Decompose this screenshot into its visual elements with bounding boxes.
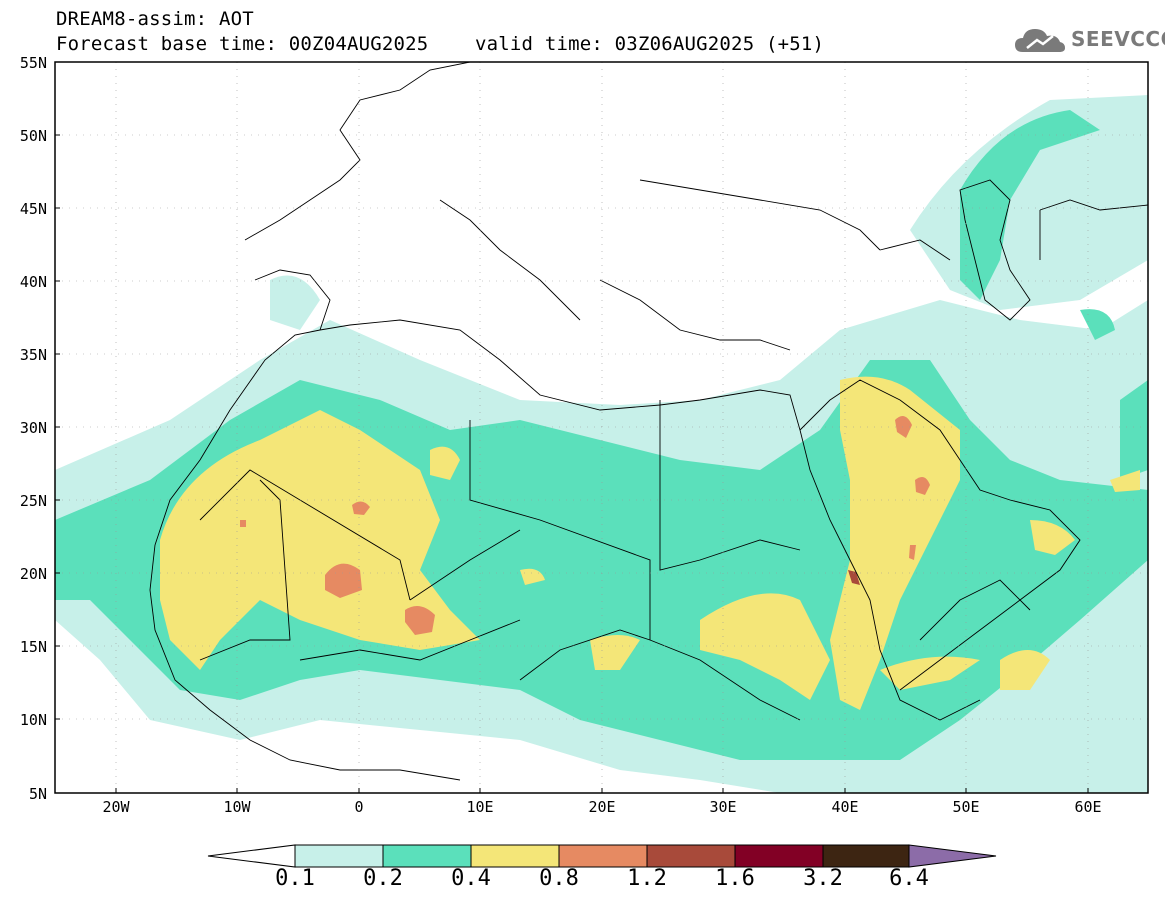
lon-label: 20W <box>102 798 130 816</box>
colorbar-swatch <box>470 844 560 868</box>
colorbar-swatch <box>558 844 648 868</box>
title-line-1: DREAM8-assim: AOT <box>56 8 254 30</box>
lon-label: 10E <box>466 798 493 816</box>
lat-label: 5N <box>29 785 47 803</box>
colorbar <box>207 844 997 868</box>
caspian-coast <box>959 179 1031 321</box>
aot-band-orange <box>325 563 362 598</box>
colorbar-swatch <box>734 844 824 868</box>
title-line-2: Forecast base time: 00Z04AUG2025 valid t… <box>56 33 825 55</box>
colorbar-label: 0.1 <box>275 866 315 891</box>
seevccc-logo: SEEVCCC <box>1013 22 1165 58</box>
lon-label: 40E <box>831 798 858 816</box>
lon-label: 30E <box>709 798 736 816</box>
colorbar-label: 6.4 <box>889 866 929 891</box>
lat-label: 35N <box>20 346 47 364</box>
cloud-icon <box>1015 29 1065 52</box>
grid-lines <box>55 62 1148 793</box>
colorbar-label: 1.6 <box>715 866 755 891</box>
lon-label: 0 <box>354 798 363 816</box>
colorbar-label: 0.2 <box>363 866 403 891</box>
colorbar-label: 1.2 <box>627 866 667 891</box>
lon-label: 60E <box>1074 798 1101 816</box>
colorbar-label: 3.2 <box>803 866 843 891</box>
logo-text: SEEVCCC <box>1071 27 1165 51</box>
arabia-coast <box>799 379 1081 691</box>
coastlines <box>149 62 1148 781</box>
lat-label: 50N <box>20 127 47 145</box>
colorbar-swatch <box>822 844 910 868</box>
colorbar-swatch <box>294 844 384 868</box>
aot-field <box>55 95 1148 793</box>
lon-label: 10W <box>223 798 251 816</box>
colorbar-high-arrow <box>908 844 997 868</box>
latitude-labels: 55N 50N 45N 40N 35N 30N 25N 20N 15N 10N … <box>20 54 47 803</box>
lat-label: 15N <box>20 638 47 656</box>
colorbar-label: 0.4 <box>451 866 491 891</box>
lat-label: 45N <box>20 200 47 218</box>
africa-coast <box>154 319 981 721</box>
lat-label: 20N <box>20 565 47 583</box>
aot-band-yellow <box>160 410 480 670</box>
lat-label: 40N <box>20 273 47 291</box>
lon-label: 50E <box>952 798 979 816</box>
europe-coast <box>244 62 471 241</box>
colorbar-label: 0.8 <box>539 866 579 891</box>
lat-label: 55N <box>20 54 47 72</box>
colorbar-low-arrow <box>207 844 296 868</box>
axis-ticks <box>55 61 1089 793</box>
colorbar-swatch <box>646 844 736 868</box>
lat-label: 30N <box>20 419 47 437</box>
longitude-labels: 20W 10W 0 10E 20E 30E 40E 50E 60E <box>102 798 1101 816</box>
lon-label: 20E <box>588 798 615 816</box>
lat-label: 10N <box>20 711 47 729</box>
colorbar-swatch <box>382 844 472 868</box>
lat-label: 25N <box>20 492 47 510</box>
